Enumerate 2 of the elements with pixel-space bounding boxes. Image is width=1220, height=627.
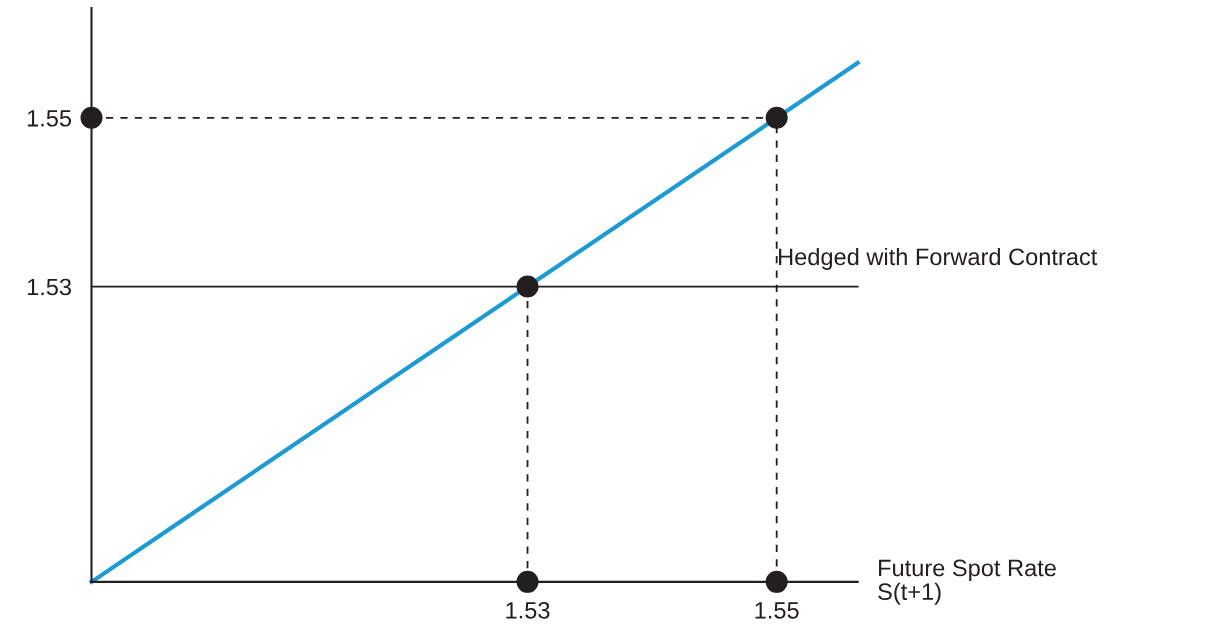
x-axis-title: Future Spot Rate S(t+1) [878, 559, 1056, 605]
series-label: Hedged with Forward Contract [779, 247, 1098, 270]
